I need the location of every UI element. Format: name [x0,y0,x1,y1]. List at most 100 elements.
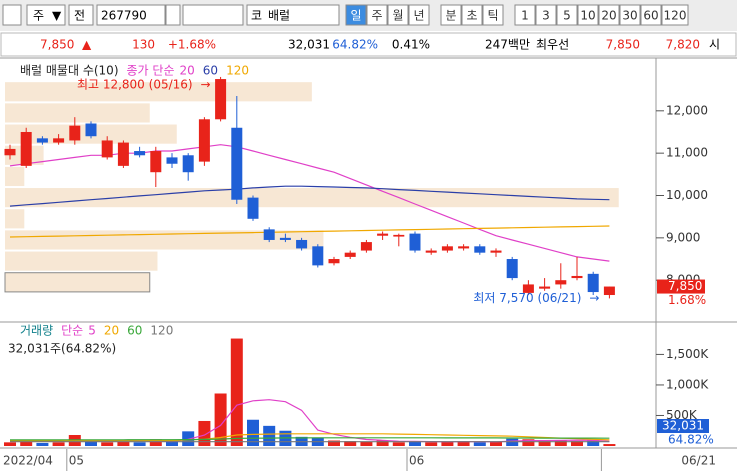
tool-icons[interactable] [182,4,244,26]
candle-body [409,233,421,251]
volume-bar [263,425,276,446]
y-tick-label: 10,000 [666,188,708,202]
candle-body [150,151,162,173]
y-tick-label: 12,000 [666,103,708,117]
volume-bar [571,441,583,446]
y-tick-label: 1,500K [666,347,709,361]
candle-body [490,250,502,253]
candle-body [393,234,405,237]
candle-body [587,273,599,293]
candle-body [458,246,470,249]
more: 시 [709,38,720,52]
candle-body [198,119,210,162]
candle-body [117,142,129,166]
period-label: 3 [542,9,550,23]
period-label: 30 [622,9,637,23]
all-button[interactable] [68,4,94,26]
change-rate: +1.68% [168,38,216,52]
candle-body [474,246,486,253]
legend-entry: 20 [104,324,119,338]
volume-bar [473,442,486,446]
volume-profile-bar [5,82,312,102]
candle-body [312,246,324,266]
period-button[interactable] [461,4,483,26]
period-button[interactable] [598,4,620,26]
dropdown-arrow: ▼ [52,9,62,23]
candle-body [231,127,243,200]
volume-bar [392,442,405,446]
y-tick-label: 500K [666,408,698,422]
period-button[interactable] [387,4,409,26]
volume-bar [52,442,65,446]
volume-bar [506,438,519,446]
candle-body [182,155,194,173]
best-label: 최우선 [536,38,569,52]
period-button[interactable] [619,4,641,26]
volume-profile-bar [5,251,158,271]
legend-entry: 120 [150,324,173,338]
moving-average-line [9,185,610,207]
period-button[interactable] [640,4,662,26]
candle-body [328,259,340,264]
period-button[interactable] [345,4,367,26]
all: 전 [74,9,85,23]
candle-body [215,79,227,120]
period-button[interactable] [408,4,430,26]
period-button[interactable] [366,4,388,26]
legend-entry: 120 [226,64,249,78]
volume-bar [230,338,243,446]
change: 130 [132,38,155,52]
candle-body [506,259,518,279]
name-input[interactable] [246,4,340,26]
period-button[interactable] [440,4,462,26]
legend-entry: 60 [127,324,142,338]
menu-icon[interactable] [2,4,22,26]
period-label: 60 [643,9,658,23]
change-mark: ▲ [82,38,92,52]
market-tag: 코 [251,9,262,23]
chart-title: 배럴 매물대 수(10) [20,64,119,78]
period-label: 20 [601,9,616,23]
change-label: 1.68% [668,293,706,307]
candle-body [360,242,372,251]
bid: 7,820 [666,38,700,52]
period-button[interactable] [535,4,557,26]
period-label: 120 [664,9,687,23]
ask: 7,850 [606,38,640,52]
period-label: 분 [445,9,456,23]
code-dropdown[interactable] [165,4,181,26]
chart-subtitle: 32,031주(64.82%) [8,342,116,356]
volume: 32,031 [288,38,330,52]
x-tick-label: 05 [69,454,84,468]
market: 주 [33,9,44,23]
candle-body [69,125,81,141]
x-tick-label: 06/21 [681,454,716,468]
period-button[interactable] [556,4,578,26]
volume-bar [247,419,259,446]
code-input[interactable] [96,4,166,26]
candle-body [539,286,551,289]
volume-profile-bar [5,209,25,229]
last-volume-box [657,419,709,433]
volume-bar [166,441,178,446]
period-label: 10 [580,9,595,23]
volume-bar [85,440,97,446]
candle-body [296,239,308,249]
period-button[interactable] [661,4,689,26]
x-tick-label: 2022/04 [3,454,53,468]
period-button[interactable] [514,4,536,26]
candle-body [53,138,65,143]
market-select[interactable] [26,4,66,26]
candle-body [166,157,178,164]
volume-bar [214,393,227,446]
candle-body [134,151,146,156]
volume-bar [344,441,357,446]
candle-body [247,197,259,219]
info-bar [0,32,737,57]
moving-average-line [74,399,610,443]
period-button[interactable] [577,4,599,26]
period-button[interactable] [482,4,504,26]
candle-body [425,250,437,253]
volume-bar [149,439,162,446]
